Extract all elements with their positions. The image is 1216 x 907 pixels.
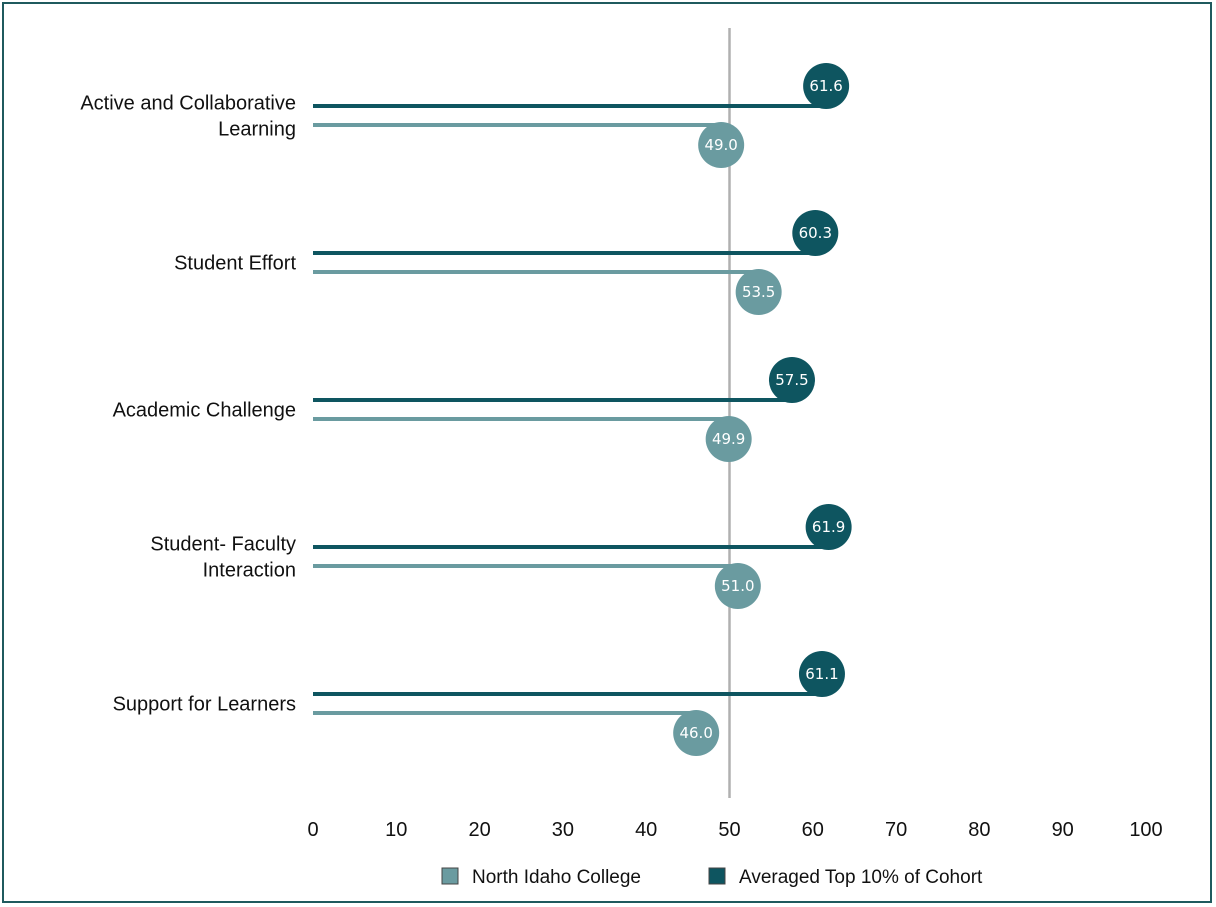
x-tick-label: 90: [1052, 819, 1074, 841]
marker-north-idaho: [705, 416, 752, 462]
category-label-line: Support for Learners: [113, 694, 296, 716]
marker-north-idaho: [673, 710, 720, 756]
category-label: Student Effort: [174, 253, 296, 275]
value-label-north-idaho: 53.5: [742, 283, 775, 301]
marker-top10: [768, 357, 815, 403]
value-label-top10: 61.9: [812, 518, 845, 536]
marker-north-idaho: [698, 122, 745, 168]
category-label-line: Active and Collaborative: [80, 93, 296, 115]
x-tick-label: 80: [968, 819, 990, 841]
x-axis-tick-labels: 0 10 20 30 40 50 60 70 80 90 100: [307, 819, 1162, 841]
category-label: Active and Collaborative Learning: [80, 93, 296, 141]
x-tick-label: 40: [635, 819, 657, 841]
x-tick-label: 60: [802, 819, 824, 841]
category-label-line: Academic Challenge: [113, 400, 296, 422]
category-label-line: Student- Faculty: [150, 534, 296, 556]
marker-top10: [805, 504, 852, 550]
value-label-north-idaho: 46.0: [679, 724, 712, 742]
legend-label: Averaged Top 10% of Cohort: [739, 867, 983, 888]
x-tick-label: 100: [1129, 819, 1162, 841]
value-label-top10: 61.1: [805, 665, 838, 683]
category-label: Academic Challenge: [113, 400, 296, 422]
value-label-top10: 57.5: [775, 371, 808, 389]
x-tick-label: 10: [385, 819, 407, 841]
legend-item-top10: Averaged Top 10% of Cohort: [708, 867, 983, 888]
category-label-line: Student Effort: [174, 253, 296, 275]
marker-top10: [803, 63, 850, 109]
value-label-top10: 61.6: [809, 77, 842, 95]
marker-north-idaho: [735, 269, 782, 315]
value-label-north-idaho: 49.0: [704, 136, 737, 154]
legend-label: North Idaho College: [472, 867, 641, 888]
legend: North Idaho College Averaged Top 10% of C…: [441, 867, 983, 888]
category-label: Support for Learners: [113, 694, 296, 716]
x-tick-label: 70: [885, 819, 907, 841]
value-label-north-idaho: 49.9: [712, 430, 745, 448]
marker-top10: [798, 651, 845, 697]
x-tick-label: 20: [468, 819, 490, 841]
x-tick-label: 50: [718, 819, 740, 841]
marker-top10: [792, 210, 839, 256]
legend-swatch: [441, 867, 459, 885]
category-label: Student- Faculty Interaction: [150, 534, 296, 582]
x-tick-label: 0: [307, 819, 318, 841]
legend-swatch: [708, 867, 726, 885]
value-label-top10: 60.3: [799, 224, 832, 242]
value-label-north-idaho: 51.0: [721, 577, 754, 595]
category-labels: Active and Collaborative Learning Student …: [80, 93, 296, 716]
marker-north-idaho: [714, 563, 761, 609]
category-label-line: Interaction: [203, 560, 296, 582]
legend-item-north-idaho: North Idaho College: [441, 867, 641, 888]
series-layer: 61.6 49.0 60.3 53.5 57.5 49.9 61.9 51.0 61.1 46.0: [313, 63, 852, 756]
category-label-line: Learning: [218, 119, 296, 141]
x-tick-label: 30: [552, 819, 574, 841]
